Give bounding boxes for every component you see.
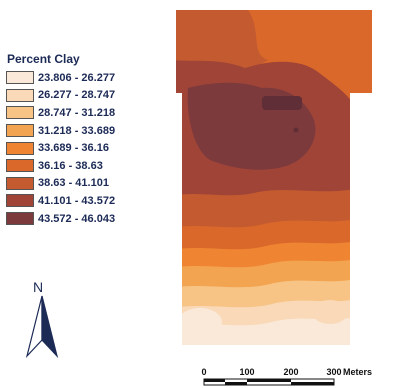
legend-item: 26.277 - 28.747 xyxy=(6,87,166,105)
legend-item: 33.689 - 36.16 xyxy=(6,139,166,157)
legend-item: 36.16 - 38.63 xyxy=(6,157,166,175)
zone-darkest-patch xyxy=(262,96,302,110)
zone-light-patch-right xyxy=(312,300,348,324)
legend-item: 38.63 - 41.101 xyxy=(6,175,166,193)
legend: Percent Clay 23.806 - 26.277 26.277 - 28.… xyxy=(6,52,166,227)
scale-tick-200: 200 xyxy=(283,367,298,377)
north-arrow-left xyxy=(25,295,43,358)
north-arrow: N xyxy=(25,279,59,358)
legend-swatch xyxy=(6,88,34,102)
legend-label: 26.277 - 28.747 xyxy=(38,89,116,102)
scale-seg-2 xyxy=(225,382,247,385)
legend-swatch xyxy=(6,141,34,155)
legend-swatch xyxy=(6,106,34,120)
legend-item: 31.218 - 33.689 xyxy=(6,122,166,140)
legend-swatch xyxy=(6,71,34,85)
field-zones xyxy=(176,10,372,345)
north-arrow-right xyxy=(41,295,59,358)
legend-item: 43.572 - 46.043 xyxy=(6,210,166,228)
legend-swatch xyxy=(6,212,34,226)
north-label: N xyxy=(33,279,43,295)
legend-label: 41.101 - 43.572 xyxy=(38,194,116,207)
scale-tick-0: 0 xyxy=(201,367,206,377)
scale-unit: Meters xyxy=(343,367,372,377)
legend-item: 23.806 - 26.277 xyxy=(6,69,166,87)
legend-label: 28.747 - 31.218 xyxy=(38,106,116,119)
legend-label: 43.572 - 46.043 xyxy=(38,212,116,225)
scale-seg-4 xyxy=(291,382,334,385)
legend-label: 36.16 - 38.63 xyxy=(38,159,103,172)
scale-tick-300: 300 xyxy=(326,367,341,377)
legend-label: 23.806 - 26.277 xyxy=(38,71,116,84)
legend-label: 31.218 - 33.689 xyxy=(38,124,116,137)
legend-swatch xyxy=(6,176,34,190)
zone-dot xyxy=(293,127,299,133)
legend-label: 33.689 - 36.16 xyxy=(38,142,109,155)
zone-light-patch-left xyxy=(178,308,222,336)
legend-swatch xyxy=(6,194,34,208)
legend-label: 38.63 - 41.101 xyxy=(38,177,109,190)
legend-item: 28.747 - 31.218 xyxy=(6,104,166,122)
scale-tick-100: 100 xyxy=(239,367,254,377)
scale-seg-3 xyxy=(247,379,291,382)
scale-seg-1 xyxy=(204,379,225,382)
legend-title: Percent Clay xyxy=(7,52,80,66)
legend-items: 23.806 - 26.277 26.277 - 28.747 28.747 - 3… xyxy=(6,69,166,227)
legend-swatch xyxy=(6,159,34,173)
scale-bar: 0 100 200 300 Meters xyxy=(201,367,372,386)
legend-swatch xyxy=(6,124,34,138)
legend-item: 41.101 - 43.572 xyxy=(6,192,166,210)
